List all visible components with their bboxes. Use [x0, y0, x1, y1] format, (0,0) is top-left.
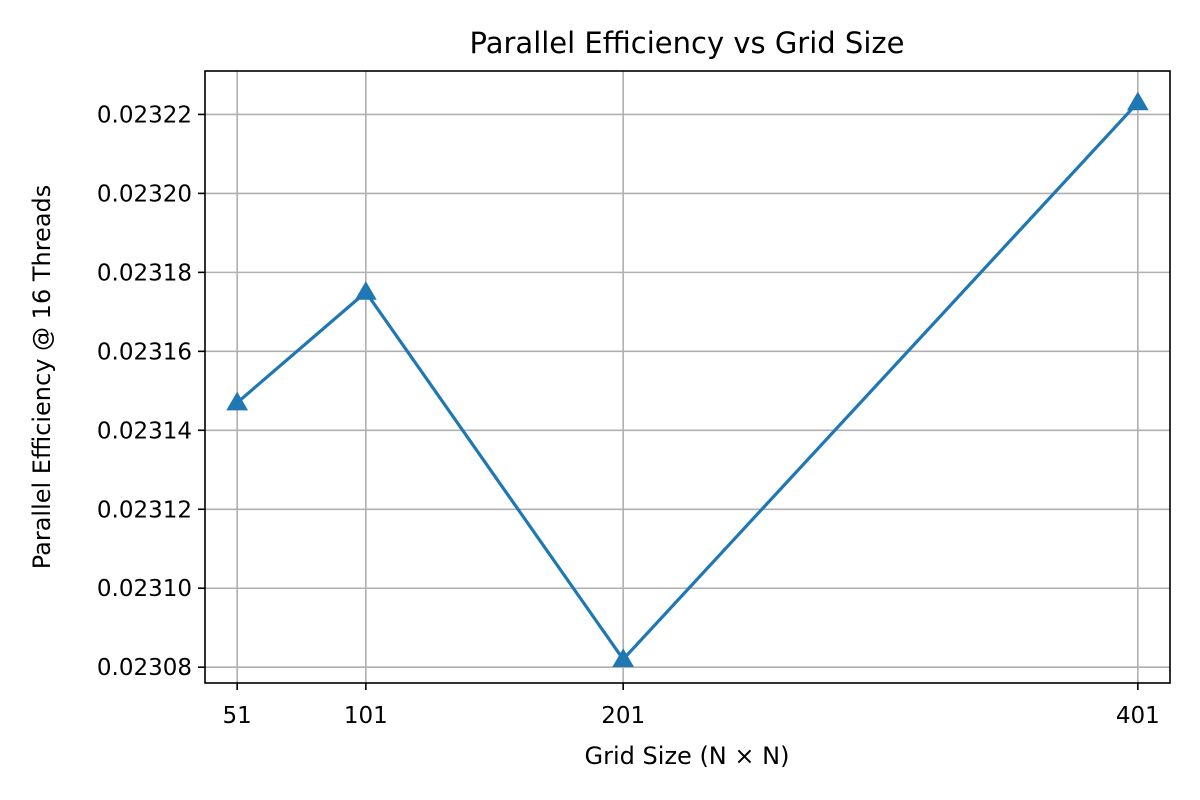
y-tick-label: 0.02314	[97, 418, 192, 444]
y-tick-label: 0.02316	[97, 339, 192, 365]
y-tick-label: 0.02320	[97, 181, 192, 207]
y-tick-label: 0.02318	[97, 260, 192, 286]
y-tick-label: 0.02308	[97, 655, 192, 681]
chart-title: Parallel Efficiency vs Grid Size	[470, 26, 905, 60]
data-point-marker	[612, 648, 635, 668]
x-tick-label: 51	[223, 703, 252, 729]
y-axis-label: Parallel Efficiency @ 16 Threads	[28, 185, 56, 570]
x-tick-label: 401	[1116, 703, 1160, 729]
series-layer	[226, 91, 1149, 668]
y-tick-label: 0.02310	[97, 576, 192, 602]
data-point-marker	[226, 391, 249, 411]
grid	[205, 71, 1170, 683]
x-tick-label: 201	[601, 703, 645, 729]
x-tick-label: 101	[344, 703, 388, 729]
y-tick-label: 0.02322	[97, 102, 192, 128]
axis-ticks: 51 101 201 401 0.02308 0.02310 0.02312 0.02314 0…	[97, 102, 1160, 729]
data-point-marker	[1126, 91, 1149, 111]
series-line	[235, 100, 1140, 661]
plot-area-frame	[204, 70, 1171, 684]
data-point-marker	[354, 281, 377, 300]
x-axis-label: Grid Size (N × N)	[585, 742, 790, 770]
y-tick-label: 0.02312	[97, 497, 192, 523]
